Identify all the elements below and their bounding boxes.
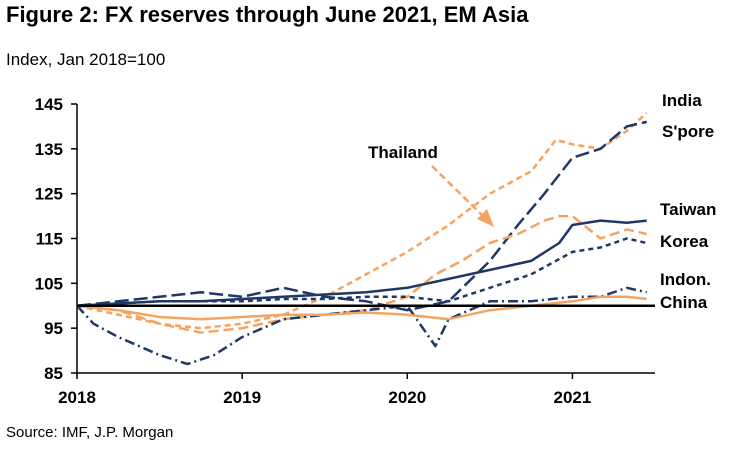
y-axis: 85 95 105 115 125 135 145 [35, 95, 78, 383]
x-tick-label: 2019 [223, 388, 261, 407]
chart-title: Figure 2: FX reserves through June 2021,… [6, 2, 529, 27]
chart-source: Source: IMF, J.P. Morgan [6, 424, 174, 441]
y-tick-label: 95 [44, 319, 63, 338]
series-line-korea [76, 237, 647, 308]
y-tick-label: 85 [44, 364, 63, 383]
y-tick-label: 115 [36, 230, 63, 249]
x-tick-label: 2020 [388, 388, 426, 407]
y-tick-label: 145 [35, 95, 63, 114]
x-tick-label: 2021 [554, 388, 592, 407]
y-tick-label: 105 [35, 274, 63, 293]
chart-subtitle: Index, Jan 2018=100 [6, 50, 166, 69]
series-label-indonesia: Indon. [660, 270, 711, 289]
series-labels: India S'pore Taiwan Korea Indon. China Thailan… [368, 91, 716, 312]
y-tick-label: 135 [35, 140, 63, 159]
series-line-china [76, 295, 647, 321]
series-label-taiwan: Taiwan [660, 200, 716, 219]
series-label-korea: Korea [660, 232, 709, 251]
annotation-thailand: Thailand [368, 143, 438, 162]
x-tick-label: 2018 [58, 388, 96, 407]
series-line-indonesia [76, 286, 647, 366]
x-axis: 2018 2019 2020 2021 [58, 372, 655, 407]
series-label-india: India [662, 91, 702, 110]
series-line-taiwan [76, 219, 647, 308]
annotation-arrow-line [431, 165, 487, 220]
series-lines [76, 112, 655, 366]
y-tick-label: 125 [35, 185, 63, 204]
annotation-arrow-head [477, 209, 494, 227]
series-label-china: China [660, 293, 708, 312]
series-line-india [76, 112, 648, 330]
series-line-singapore [76, 120, 647, 312]
series-label-singapore: S'pore [662, 122, 714, 141]
series-line-thailand [76, 214, 647, 334]
